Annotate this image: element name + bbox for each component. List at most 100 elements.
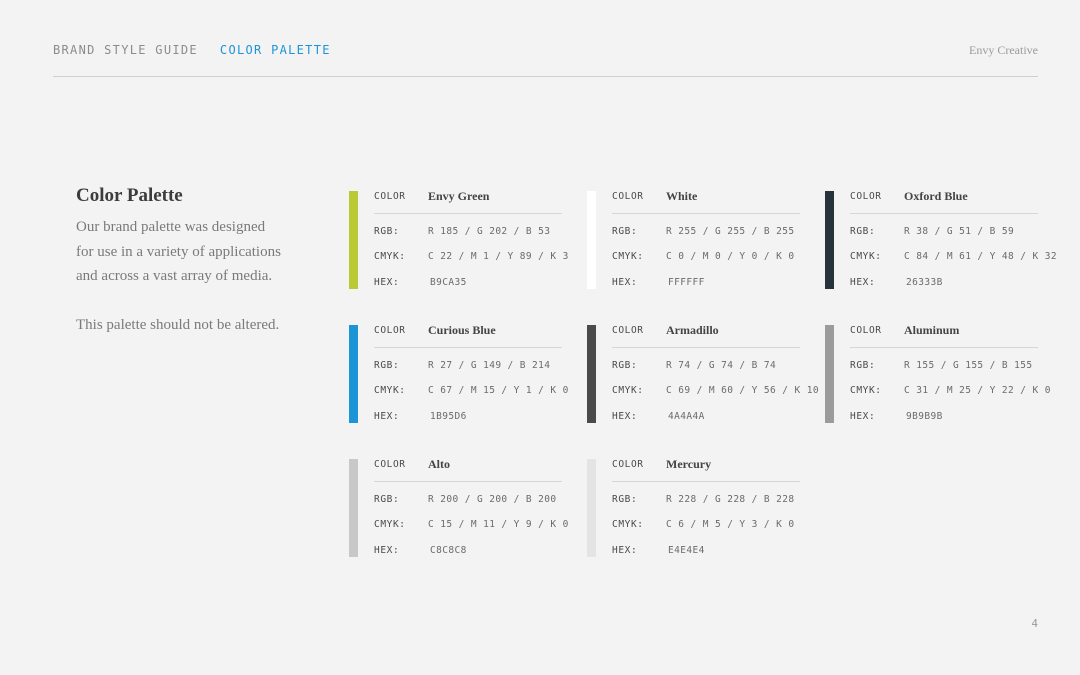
swatch-mercury: COLOR Mercury RGB: R 228 / G 228 / B 228 CMY… bbox=[587, 457, 800, 559]
divider bbox=[374, 481, 562, 482]
rgb-value: R 200 / G 200 / B 200 bbox=[428, 494, 557, 505]
divider bbox=[850, 213, 1038, 214]
hex-row: HEX: B9CA35 bbox=[374, 277, 562, 293]
rgb-value: R 155 / G 155 / B 155 bbox=[904, 360, 1033, 371]
hex-value: FFFFFF bbox=[668, 277, 705, 288]
cmyk-label: CMYK: bbox=[612, 519, 644, 530]
rgb-label: RGB: bbox=[850, 226, 876, 237]
color-name: Envy Green bbox=[428, 189, 490, 203]
rgb-row: RGB: R 155 / G 155 / B 155 bbox=[850, 360, 1038, 376]
rgb-label: RGB: bbox=[374, 360, 400, 371]
swatch-curious-blue: COLOR Curious Blue RGB: R 27 / G 149 / B 21… bbox=[349, 323, 568, 427]
cmyk-label: CMYK: bbox=[374, 251, 406, 262]
swatch-alto: COLOR Alto RGB: R 200 / G 200 / B 200 CMYK: C… bbox=[349, 457, 568, 561]
cmyk-row: CMYK: C 31 / M 25 / Y 22 / K 0 bbox=[850, 385, 1050, 401]
cmyk-label: CMYK: bbox=[612, 385, 644, 396]
cmyk-row: CMYK: C 84 / M 61 / Y 48 / K 32 bbox=[850, 251, 1057, 267]
rgb-value: R 74 / G 74 / B 74 bbox=[666, 360, 777, 371]
color-swatch-bar bbox=[587, 459, 596, 557]
color-label: COLOR bbox=[612, 325, 644, 336]
hex-row: HEX: FFFFFF bbox=[612, 277, 800, 293]
hex-row: HEX: C8C8C8 bbox=[374, 545, 562, 561]
color-swatch-bar bbox=[825, 191, 834, 289]
color-name: Armadillo bbox=[666, 323, 719, 337]
rgb-label: RGB: bbox=[374, 494, 400, 505]
rgb-row: RGB: R 185 / G 202 / B 53 bbox=[374, 226, 562, 242]
cmyk-row: CMYK: C 15 / M 11 / Y 9 / K 0 bbox=[374, 519, 568, 535]
hex-label: HEX: bbox=[612, 411, 638, 422]
hex-label: HEX: bbox=[850, 277, 876, 288]
cmyk-label: CMYK: bbox=[612, 251, 644, 262]
color-label: COLOR bbox=[850, 191, 882, 202]
header-divider bbox=[53, 76, 1038, 77]
hex-value: 4A4A4A bbox=[668, 411, 705, 422]
color-swatch-bar bbox=[349, 191, 358, 289]
rgb-row: RGB: R 74 / G 74 / B 74 bbox=[612, 360, 800, 376]
hex-label: HEX: bbox=[374, 277, 400, 288]
hex-value: B9CA35 bbox=[430, 277, 467, 288]
cmyk-value: C 84 / M 61 / Y 48 / K 32 bbox=[904, 251, 1057, 262]
divider bbox=[374, 347, 562, 348]
swatch-oxford-blue: COLOR Oxford Blue RGB: R 38 / G 51 / B 59 CM… bbox=[825, 189, 1057, 293]
cmyk-value: C 69 / M 60 / Y 56 / K 10 bbox=[666, 385, 819, 396]
rgb-row: RGB: R 228 / G 228 / B 228 bbox=[612, 494, 800, 510]
rgb-value: R 27 / G 149 / B 214 bbox=[428, 360, 551, 371]
color-name: Curious Blue bbox=[428, 323, 496, 337]
rgb-row: RGB: R 38 / G 51 / B 59 bbox=[850, 226, 1038, 242]
color-row: COLOR White bbox=[612, 189, 800, 207]
breadcrumb-section[interactable]: COLOR PALETTE bbox=[219, 43, 331, 57]
rgb-row: RGB: R 255 / G 255 / B 255 bbox=[612, 226, 800, 242]
color-label: COLOR bbox=[850, 325, 882, 336]
color-row: COLOR Armadillo bbox=[612, 323, 800, 341]
color-row: COLOR Aluminum bbox=[850, 323, 1038, 341]
rgb-row: RGB: R 27 / G 149 / B 214 bbox=[374, 360, 562, 376]
cmyk-label: CMYK: bbox=[850, 251, 882, 262]
intro-note: This palette should not be altered. bbox=[76, 316, 280, 333]
color-label: COLOR bbox=[612, 459, 644, 470]
color-swatch-bar bbox=[825, 325, 834, 423]
hex-row: HEX: 4A4A4A bbox=[612, 411, 800, 427]
hex-row: HEX: 26333B bbox=[850, 277, 1038, 293]
color-swatch-bar bbox=[587, 191, 596, 289]
swatch-envy-green: COLOR Envy Green RGB: R 185 / G 202 / B 53 C… bbox=[349, 189, 568, 293]
rgb-value: R 228 / G 228 / B 228 bbox=[666, 494, 795, 505]
color-label: COLOR bbox=[374, 325, 406, 336]
rgb-value: R 185 / G 202 / B 53 bbox=[428, 226, 551, 237]
swatch-white: COLOR White RGB: R 255 / G 255 / B 255 CMYK:… bbox=[587, 189, 800, 293]
hex-value: 26333B bbox=[906, 277, 943, 288]
cmyk-label: CMYK: bbox=[374, 385, 406, 396]
hex-value: C8C8C8 bbox=[430, 545, 467, 556]
rgb-label: RGB: bbox=[374, 226, 400, 237]
cmyk-label: CMYK: bbox=[374, 519, 406, 530]
color-label: COLOR bbox=[374, 459, 406, 470]
hex-label: HEX: bbox=[612, 277, 638, 288]
page-title: Color Palette bbox=[76, 185, 183, 206]
color-name: Aluminum bbox=[904, 323, 960, 337]
color-row: COLOR Oxford Blue bbox=[850, 189, 1038, 207]
cmyk-value: C 0 / M 0 / Y 0 / K 0 bbox=[666, 251, 795, 262]
breadcrumb-guide[interactable]: BRAND STYLE GUIDE bbox=[53, 43, 198, 57]
hex-row: HEX: 1B95D6 bbox=[374, 411, 562, 427]
hex-label: HEX: bbox=[374, 545, 400, 556]
divider bbox=[612, 481, 800, 482]
cmyk-label: CMYK: bbox=[850, 385, 882, 396]
hex-value: 1B95D6 bbox=[430, 411, 467, 422]
color-swatch-bar bbox=[349, 325, 358, 423]
brand-name: Envy Creative bbox=[969, 43, 1038, 57]
cmyk-value: C 67 / M 15 / Y 1 / K 0 bbox=[428, 385, 569, 396]
hex-value: 9B9B9B bbox=[906, 411, 943, 422]
color-row: COLOR Envy Green bbox=[374, 189, 562, 207]
cmyk-row: CMYK: C 67 / M 15 / Y 1 / K 0 bbox=[374, 385, 568, 401]
cmyk-value: C 6 / M 5 / Y 3 / K 0 bbox=[666, 519, 795, 530]
breadcrumb: BRAND STYLE GUIDE COLOR PALETTE bbox=[53, 43, 331, 57]
color-row: COLOR Mercury bbox=[612, 457, 800, 475]
rgb-row: RGB: R 200 / G 200 / B 200 bbox=[374, 494, 562, 510]
cmyk-row: CMYK: C 69 / M 60 / Y 56 / K 10 bbox=[612, 385, 819, 401]
divider bbox=[850, 347, 1038, 348]
color-row: COLOR Curious Blue bbox=[374, 323, 562, 341]
divider bbox=[612, 213, 800, 214]
swatch-armadillo: COLOR Armadillo RGB: R 74 / G 74 / B 74 CMYK… bbox=[587, 323, 819, 427]
divider bbox=[374, 213, 562, 214]
rgb-label: RGB: bbox=[612, 226, 638, 237]
cmyk-value: C 22 / M 1 / Y 89 / K 3 bbox=[428, 251, 569, 262]
